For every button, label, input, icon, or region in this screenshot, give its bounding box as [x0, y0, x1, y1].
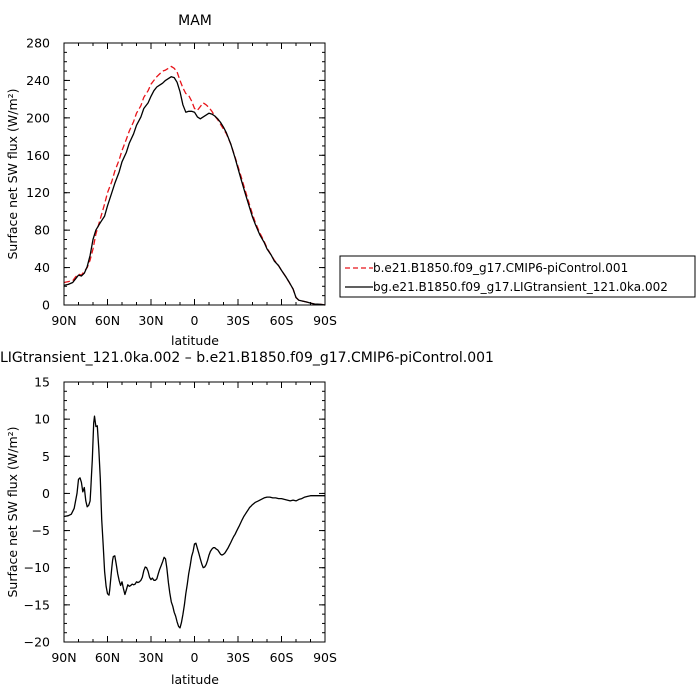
- top-series-line-0: [63, 65, 326, 306]
- legend-label-piControl: b.e21.B1850.f09_g17.CMIP6-piControl.001: [373, 261, 628, 275]
- top-x-tick-label: 0: [191, 313, 199, 328]
- top-y-axis-label: Surface net SW flux (W/m²): [5, 88, 20, 259]
- top-y-tick-label: 120: [26, 185, 50, 200]
- bottom-panel: LIGtransient_121.0ka.002 – b.e21.B1850.f…: [0, 350, 494, 687]
- bottom-y-tick-label: −5: [32, 523, 50, 538]
- bottom-x-tick-label: 60S: [270, 650, 294, 665]
- top-x-tick-label: 60S: [270, 313, 294, 328]
- top-panel: MAM 90N 60N 30N 0 30S 60S 90S 0 40 80 120 160 200 240…: [5, 13, 696, 348]
- top-x-tick-label: 30N: [138, 313, 163, 328]
- top-y-tick-label: 80: [34, 223, 50, 238]
- top-x-axis-label: latitude: [171, 333, 219, 348]
- bottom-y-axis-label: Surface net SW flux (W/m²): [5, 426, 20, 597]
- bottom-x-tick-label: 90N: [51, 650, 76, 665]
- top-chart-title: MAM: [178, 13, 212, 29]
- bottom-y-tick-label: 5: [42, 449, 50, 464]
- top-y-tick-label: 160: [26, 148, 50, 163]
- bottom-plot-frame: [63, 381, 326, 643]
- top-y-tick-label: 280: [26, 36, 50, 51]
- top-x-tick-label: 30S: [226, 313, 250, 328]
- top-x-tick-label: 90N: [51, 313, 76, 328]
- bottom-y-tick-label: −20: [24, 635, 50, 650]
- top-axis-ticks: 90N 60N 30N 0 30S 60S 90S 0 40 80 120 160 200 240 280: [26, 36, 337, 329]
- bottom-series-line-0: [63, 415, 325, 629]
- bottom-x-axis-label: latitude: [171, 672, 219, 687]
- bottom-x-tick-label: 30S: [226, 650, 250, 665]
- bottom-x-tick-label: 90S: [313, 650, 337, 665]
- bottom-y-tick-label: −15: [24, 597, 50, 612]
- top-y-tick-label: 240: [26, 73, 50, 88]
- top-y-tick-label: 200: [26, 110, 50, 125]
- legend-box: [339, 255, 696, 298]
- top-x-tick-label: 60N: [95, 313, 120, 328]
- top-series-line-1: [63, 76, 326, 306]
- bottom-x-tick-label: 60N: [95, 650, 120, 665]
- bottom-y-tick-label: 0: [42, 486, 50, 501]
- top-y-tick-label: 0: [42, 298, 50, 313]
- bottom-x-tick-label: 30N: [138, 650, 163, 665]
- bottom-chart-title: LIGtransient_121.0ka.002 – b.e21.B1850.f…: [0, 350, 494, 366]
- top-y-tick-label: 40: [34, 260, 50, 275]
- top-plot-frame: [63, 42, 326, 306]
- bottom-x-tick-label: 0: [191, 650, 199, 665]
- bottom-y-tick-label: 15: [34, 375, 50, 390]
- bottom-axis-ticks: 90N 60N 30N 0 30S 60S 90S −20 −15 −10 −5 0 5 10 15: [24, 375, 337, 666]
- legend: b.e21.B1850.f09_g17.CMIP6-piControl.001 …: [339, 255, 696, 298]
- bottom-y-tick-label: 10: [34, 412, 50, 427]
- top-x-tick-label: 90S: [313, 313, 337, 328]
- bottom-series-lines: [63, 415, 325, 629]
- legend-label-LIGtransient: bg.e21.B1850.f09_g17.LIGtransient_121.0k…: [373, 280, 668, 294]
- top-series-lines: [63, 65, 326, 306]
- bottom-y-tick-label: −10: [24, 560, 50, 575]
